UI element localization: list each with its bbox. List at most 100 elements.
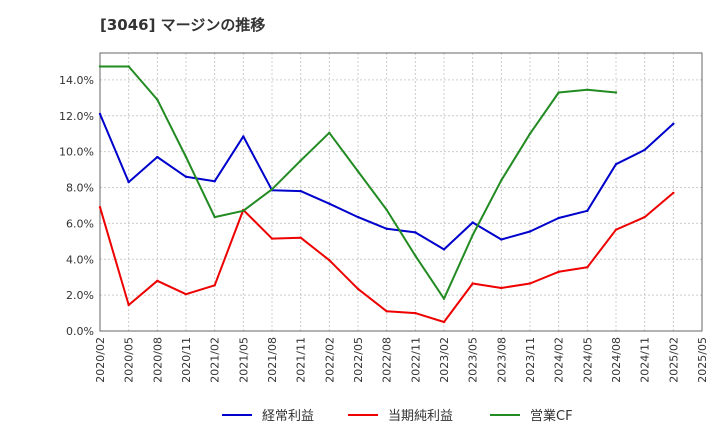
series-point-1 xyxy=(299,236,302,239)
series-point-1 xyxy=(328,258,331,262)
x-tick-label: 2021/11 xyxy=(295,337,308,383)
x-tick-label: 2025/02 xyxy=(667,337,680,383)
series-point-2 xyxy=(414,254,417,257)
series-point-0 xyxy=(442,248,446,251)
series-point-2 xyxy=(213,215,216,219)
x-tick-label: 2024/05 xyxy=(581,337,594,383)
x-tick-label: 2023/08 xyxy=(495,337,508,383)
x-tick-label: 2025/05 xyxy=(696,337,709,383)
series-point-2 xyxy=(442,297,446,300)
series-point-2 xyxy=(184,155,188,159)
series-point-2 xyxy=(500,179,503,182)
series-point-0 xyxy=(557,216,560,220)
series-point-2 xyxy=(614,91,618,94)
series-point-1 xyxy=(672,191,675,195)
series-point-1 xyxy=(442,320,446,324)
y-tick-label: 6.0% xyxy=(66,217,94,230)
series-point-0 xyxy=(242,135,245,138)
legend-label: 営業CF xyxy=(530,408,573,424)
y-tick-label: 2.0% xyxy=(66,289,94,302)
series-point-1 xyxy=(614,228,618,231)
series-point-2 xyxy=(242,209,245,213)
series-point-1 xyxy=(98,206,102,209)
series-point-2 xyxy=(127,65,130,68)
series-point-0 xyxy=(127,180,130,184)
plot-area xyxy=(99,52,703,332)
series-point-2 xyxy=(356,170,360,173)
series-point-0 xyxy=(672,122,675,126)
series-point-1 xyxy=(557,270,560,274)
series-point-1 xyxy=(471,282,474,285)
x-tick-label: 2023/11 xyxy=(524,337,537,383)
series-point-1 xyxy=(156,279,159,282)
y-tick-label: 0.0% xyxy=(66,325,94,338)
x-tick-label: 2021/05 xyxy=(237,337,250,383)
series-point-1 xyxy=(586,266,589,269)
legend-label: 経常利益 xyxy=(262,409,314,424)
x-tick-label: 2024/08 xyxy=(610,337,623,383)
x-tick-label: 2020/11 xyxy=(180,337,193,383)
series-point-1 xyxy=(528,282,532,285)
x-tick-label: 2020/02 xyxy=(94,337,107,383)
y-tick-label: 8.0% xyxy=(66,182,94,195)
series-point-0 xyxy=(356,215,360,219)
x-tick-label: 2022/02 xyxy=(323,337,336,383)
legend: 経常利益 当期純利益 営業CF xyxy=(222,408,573,424)
x-tick-label: 2023/02 xyxy=(438,337,451,383)
x-tick-label: 2023/05 xyxy=(467,337,480,383)
series-lines xyxy=(98,65,675,324)
series-point-0 xyxy=(184,175,188,178)
x-tick-label: 2020/05 xyxy=(123,337,136,383)
y-tick-label: 10.0% xyxy=(59,146,94,159)
x-tick-label: 2022/08 xyxy=(381,337,394,383)
x-tick-label: 2022/05 xyxy=(352,337,365,383)
series-point-1 xyxy=(643,215,646,219)
series-point-1 xyxy=(414,311,417,315)
series-point-2 xyxy=(385,208,388,212)
series-point-2 xyxy=(299,159,302,162)
series-point-1 xyxy=(356,287,360,291)
series-point-1 xyxy=(127,303,130,307)
series-point-0 xyxy=(299,189,302,193)
series-point-1 xyxy=(270,237,274,240)
series-point-2 xyxy=(98,65,102,68)
series-point-0 xyxy=(471,221,474,224)
series-point-0 xyxy=(643,148,646,152)
series-point-0 xyxy=(614,163,618,166)
series-point-2 xyxy=(471,233,474,237)
series-point-1 xyxy=(213,284,216,287)
series-point-0 xyxy=(156,155,159,159)
series-point-1 xyxy=(500,286,503,290)
series-point-2 xyxy=(270,188,274,191)
series-point-2 xyxy=(328,131,331,135)
chart-title: [3046] マージンの推移 xyxy=(100,16,266,34)
legend-label: 当期純利益 xyxy=(388,409,453,424)
grid-lines xyxy=(99,53,703,332)
series-point-0 xyxy=(213,180,216,183)
series-point-2 xyxy=(528,132,532,135)
x-tick-label: 2022/11 xyxy=(409,337,422,383)
x-tick-label: 2021/08 xyxy=(266,337,279,383)
series-point-0 xyxy=(500,238,503,241)
x-axis-ticks: 2020/02 2020/05 2020/08 2020/11 2021/02 2021/… xyxy=(94,337,709,383)
series-point-0 xyxy=(586,209,589,213)
x-tick-label: 2024/02 xyxy=(553,337,566,383)
y-tick-label: 14.0% xyxy=(59,74,94,87)
series-point-2 xyxy=(557,91,560,94)
series-point-1 xyxy=(385,310,388,313)
x-tick-label: 2020/08 xyxy=(151,337,164,383)
series-point-0 xyxy=(98,112,102,116)
x-tick-label: 2021/02 xyxy=(209,337,222,383)
series-point-0 xyxy=(414,231,417,234)
y-axis-ticks: 0.0% 2.0% 4.0% 6.0% 8.0% 10.0% 12.0% 14.0% xyxy=(59,74,94,338)
y-tick-label: 4.0% xyxy=(66,253,94,266)
series-point-1 xyxy=(184,293,188,296)
x-tick-label: 2024/11 xyxy=(639,337,652,383)
series-point-2 xyxy=(156,98,159,101)
series-point-0 xyxy=(385,227,388,230)
series-point-0 xyxy=(528,230,532,233)
series-point-2 xyxy=(586,88,589,91)
series-point-0 xyxy=(328,202,331,205)
